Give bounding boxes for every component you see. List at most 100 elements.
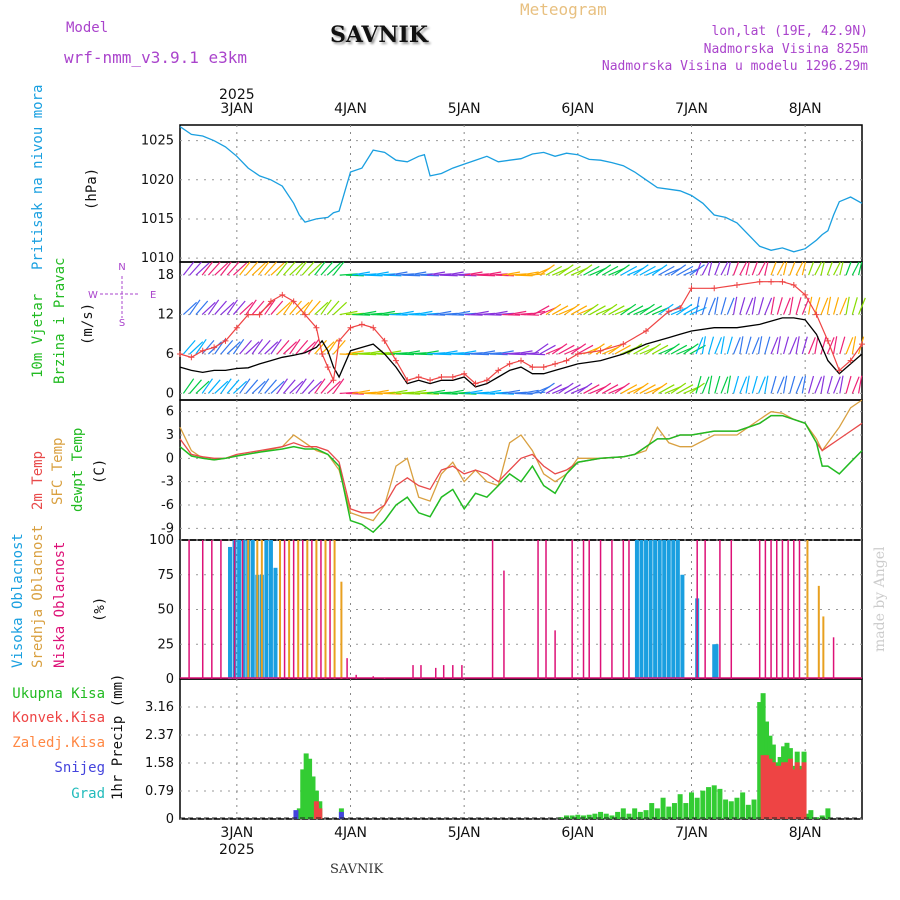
wind-arrow xyxy=(458,274,477,277)
precip-bar-total xyxy=(683,803,689,819)
wind-arrow xyxy=(645,305,663,316)
wind-arrow xyxy=(558,344,575,355)
wind-arrow xyxy=(295,378,307,394)
wind-arrow xyxy=(433,353,452,356)
wind-arrow xyxy=(495,350,514,355)
precip-bar-total xyxy=(808,810,814,819)
wind-arrow xyxy=(402,312,421,316)
wind-arrow xyxy=(595,264,612,276)
gust-marker xyxy=(438,374,445,380)
wind-arrow xyxy=(320,341,335,355)
wind-arrow xyxy=(264,299,276,315)
wind-arrow xyxy=(851,376,860,394)
wind-arrow xyxy=(733,337,741,355)
wind-arrow xyxy=(477,274,496,277)
cloud-bar-mid xyxy=(822,616,825,679)
model-label: Model xyxy=(66,20,109,36)
wind-arrow xyxy=(633,264,649,276)
gust-marker xyxy=(267,298,274,305)
wind-arrow xyxy=(282,379,296,394)
wind-arrow xyxy=(795,261,804,276)
cloud-bar-low xyxy=(571,540,573,679)
cloud-bar-high xyxy=(648,540,653,679)
cloud-bar-low xyxy=(233,540,236,679)
wind-arrow xyxy=(601,265,619,276)
wind-arrow xyxy=(670,264,687,276)
wind-arrow xyxy=(389,313,408,316)
wind-arrow xyxy=(820,297,829,315)
cloud-bar-low xyxy=(420,665,422,679)
wind-arrow xyxy=(614,382,630,394)
wind-arrow xyxy=(720,297,727,315)
cloud-bar-high xyxy=(671,540,676,679)
wind-arrow xyxy=(851,336,857,355)
wind-arrow xyxy=(477,350,496,355)
precip-bar-convective xyxy=(317,808,323,819)
bottom-year-label: 2025 xyxy=(219,842,255,858)
wind-arrow xyxy=(445,352,464,355)
wind-arrow xyxy=(757,297,765,315)
cloud-bar-low xyxy=(503,570,505,679)
product-title: Meteogram xyxy=(520,0,607,19)
wind-arrow xyxy=(658,303,674,316)
temp2m-line xyxy=(179,414,863,514)
wind-arrow xyxy=(207,379,221,394)
wind-arrow xyxy=(352,352,371,355)
sfc-temp-line xyxy=(179,399,863,522)
wind-arrow xyxy=(470,310,489,316)
wind-arrow xyxy=(614,264,630,276)
wind-arrow xyxy=(489,310,508,316)
wind-arrow xyxy=(776,261,785,276)
wind-arrow xyxy=(414,353,433,356)
wind-arrow xyxy=(408,271,427,276)
wind-arrow xyxy=(295,301,310,316)
wind-arrow xyxy=(764,375,769,394)
cloud-bar-low xyxy=(292,540,295,679)
precip-bar-total xyxy=(310,776,316,819)
bottom-date-label: 6JAN xyxy=(561,825,594,841)
precip-bar-total xyxy=(677,794,683,819)
cloud-bar-mid xyxy=(817,585,820,679)
wind-arrow xyxy=(502,271,521,276)
cloud-bar-mid xyxy=(340,581,343,679)
wind-arrow xyxy=(370,313,389,316)
panel-frame xyxy=(179,399,863,541)
cloud-bar-low xyxy=(781,540,784,679)
precip-bar-total xyxy=(575,814,581,819)
wind-arrow xyxy=(508,310,527,316)
wind-arrow xyxy=(845,375,852,394)
wind-arrow xyxy=(182,378,195,394)
wind-arrow xyxy=(614,344,631,355)
gust-marker xyxy=(824,337,831,344)
cloud-bar-high xyxy=(241,540,246,679)
cloud-bar-low xyxy=(588,540,590,679)
wind-arrow xyxy=(464,271,483,276)
cloud-bar-low xyxy=(452,665,454,679)
wind-arrow xyxy=(239,340,252,355)
wind-arrow xyxy=(714,375,721,394)
wind-arrow xyxy=(795,336,800,355)
wind-arrow xyxy=(395,310,414,316)
wind-arrow xyxy=(658,265,675,276)
top-date-label: 5JAN xyxy=(448,101,481,117)
gust-marker xyxy=(813,311,820,318)
wind-arrow xyxy=(502,389,521,395)
gust-marker xyxy=(483,377,490,384)
panel-frame xyxy=(179,678,863,820)
wind-arrow xyxy=(789,296,794,315)
wind-arrow xyxy=(239,301,254,316)
wind-arrow xyxy=(583,265,600,276)
cloud-bar-low xyxy=(320,540,322,679)
precip-bar-total xyxy=(637,811,643,819)
wind-gust-line xyxy=(179,281,863,385)
wind-arrow xyxy=(502,352,521,355)
cloud-bar-low xyxy=(188,540,190,679)
wind-arrow xyxy=(402,350,421,355)
wind-arrow xyxy=(714,337,723,355)
wind-arrow xyxy=(732,375,740,394)
gust-marker xyxy=(836,367,843,374)
cloud-bar-low xyxy=(491,540,494,679)
wind-arrow xyxy=(251,300,265,315)
y-tick-label: 0 xyxy=(166,812,174,827)
y-tick-label: 3.16 xyxy=(145,700,174,715)
